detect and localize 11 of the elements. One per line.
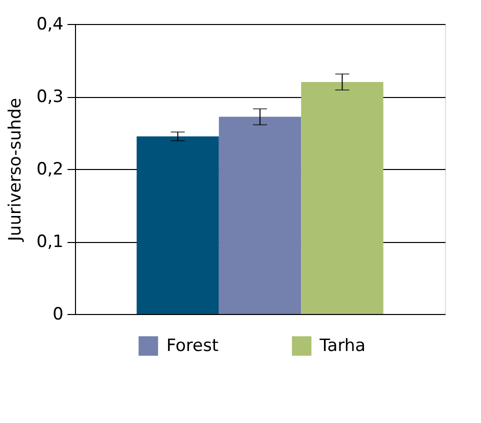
y-tick-label: 0 xyxy=(52,304,64,324)
y-tick-label: 0,1 xyxy=(36,232,64,252)
y-tick-label: 0,4 xyxy=(36,14,64,34)
bar xyxy=(136,136,219,314)
legend-label: Tarha xyxy=(318,336,366,356)
bar xyxy=(301,82,384,314)
bar xyxy=(218,116,302,314)
y-axis-title: Juuriverso-suhde xyxy=(5,98,26,242)
legend-label: Forest xyxy=(166,336,219,356)
y-tick-label: 0,2 xyxy=(36,160,64,180)
y-tick-label: 0,3 xyxy=(36,87,64,107)
